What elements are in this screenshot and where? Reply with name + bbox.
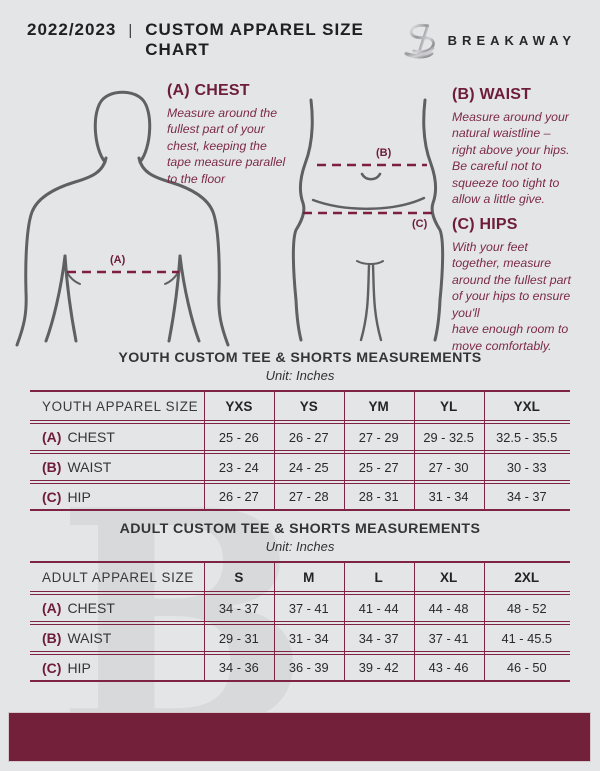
hips-line-marker: (C) — [412, 218, 428, 230]
size-value-cell: 32.5 - 35.5 — [496, 429, 558, 445]
measure-label: WAIST — [67, 459, 112, 475]
measure-label: HIP — [67, 659, 91, 676]
title-separator: | — [128, 22, 134, 39]
size-value-cell: 26 - 27 — [288, 429, 329, 445]
brand-logo: BREAKAWAY — [399, 22, 576, 59]
size-value-cell: 29 - 31 — [218, 630, 259, 646]
season-label: 2022/2023 — [27, 20, 117, 39]
adult-header-row: ADULT APPAREL SIZE S M L XL 2XL — [30, 561, 570, 592]
chest-line-marker: (A) — [110, 254, 126, 266]
size-header-cell: YXS — [225, 398, 253, 414]
measure-key: (A) — [42, 600, 62, 616]
size-value-cell: 37 - 41 — [288, 600, 329, 616]
size-header-cell: S — [234, 569, 244, 585]
breakaway-b-monogram-icon — [403, 23, 435, 58]
size-value-cell: 31 - 34 — [428, 489, 469, 504]
size-value-cell: 36 - 39 — [288, 660, 329, 675]
measure-label: CHEST — [67, 600, 115, 616]
youth-table-title: YOUTH CUSTOM TEE & SHORTS MEASUREMENTS — [118, 350, 482, 366]
adult-waist-row: (B) WAIST 29 - 31 31 - 34 34 - 37 37 - 41… — [30, 624, 570, 652]
size-value-cell: 25 - 26 — [218, 429, 259, 445]
size-value-cell: 26 - 27 — [218, 489, 259, 504]
size-value-cell: 23 - 24 — [218, 459, 259, 475]
adult-chest-row: (A) CHEST 34 - 37 37 - 41 41 - 44 44 - 48… — [30, 594, 570, 622]
waist-line-marker: (B) — [376, 147, 392, 159]
size-value-cell: 34 - 37 — [506, 489, 547, 504]
size-value-cell: 27 - 28 — [288, 489, 329, 504]
lower-body-figure — [291, 98, 445, 342]
measurement-guide: (A) (B) (C) (A) CHEST Measure around the… — [0, 62, 600, 354]
brand-name: BREAKAWAY — [447, 32, 576, 48]
size-header-cell: YL — [439, 398, 458, 414]
youth-waist-row: (B) WAIST 23 - 24 24 - 25 25 - 27 27 - 30… — [30, 453, 570, 481]
size-value-cell: 27 - 29 — [358, 429, 399, 445]
adult-size-table: ADULT APPAREL SIZE S M L XL 2XL (A) CHEST… — [30, 561, 570, 682]
hips-guide-heading: (C) HIPS — [452, 216, 518, 233]
measure-label: CHEST — [67, 429, 115, 445]
size-value-cell: 46 - 50 — [506, 660, 547, 675]
size-value-cell: 34 - 36 — [218, 660, 259, 675]
chest-guide-heading: (A) CHEST — [167, 82, 250, 99]
adult-hip-row: (C) HIP 34 - 36 36 - 39 39 - 42 43 - 46 4… — [30, 654, 570, 682]
measure-label-cell: (C) HIP — [30, 489, 204, 505]
measure-key: (C) — [42, 488, 62, 505]
measure-key: (B) — [42, 459, 62, 475]
size-header-cell: XL — [439, 569, 458, 585]
measure-label-cell: (B) WAIST — [30, 459, 204, 475]
measure-key: (A) — [42, 429, 62, 445]
size-value-cell: 39 - 42 — [358, 660, 399, 675]
size-value-cell: 34 - 37 — [218, 600, 259, 616]
youth-size-column-label: YOUTH APPAREL SIZE — [42, 398, 199, 414]
adult-table-section: ADULT CUSTOM TEE & SHORTS MEASUREMENTS U… — [30, 521, 570, 682]
size-value-cell: 48 - 52 — [506, 600, 547, 616]
size-header-cell: M — [303, 569, 315, 585]
size-value-cell: 44 - 48 — [428, 600, 469, 616]
waist-guide-heading: (B) WAIST — [452, 86, 532, 103]
waist-guide-text: Measure around your natural waistline – … — [452, 110, 570, 207]
size-value-cell: 34 - 37 — [358, 630, 399, 646]
page-header: 2022/2023 | CUSTOM APPAREL SIZE CHART — [0, 0, 600, 64]
header-title: 2022/2023 | CUSTOM APPAREL SIZE CHART — [27, 20, 399, 60]
size-header-cell: YM — [368, 398, 389, 414]
size-value-cell: 28 - 31 — [358, 489, 399, 504]
measure-key: (C) — [42, 659, 62, 676]
youth-size-table: YOUTH APPAREL SIZE YXS YS YM YL YXL (A) C… — [30, 390, 570, 511]
chest-guide-text: Measure around the fullest part of your … — [167, 106, 286, 186]
measure-label-cell: (A) CHEST — [30, 600, 204, 616]
youth-table-section: YOUTH CUSTOM TEE & SHORTS MEASUREMENTS U… — [30, 350, 570, 511]
youth-chest-row: (A) CHEST 25 - 26 26 - 27 27 - 29 29 - 32… — [30, 423, 570, 451]
size-value-cell: 27 - 30 — [428, 459, 469, 475]
size-header-cell: 2XL — [514, 569, 540, 585]
adult-table-unit: Unit: Inches — [265, 539, 335, 554]
size-header-cell: L — [374, 569, 383, 585]
adult-table-title: ADULT CUSTOM TEE & SHORTS MEASUREMENTS — [119, 521, 481, 537]
measure-label-cell: (A) CHEST — [30, 429, 204, 445]
body-silhouettes — [15, 90, 445, 347]
measure-label-cell: (C) HIP — [30, 660, 204, 676]
page-title: CUSTOM APPAREL SIZE CHART — [145, 20, 364, 59]
size-value-cell: 24 - 25 — [288, 459, 329, 475]
size-value-cell: 25 - 27 — [358, 459, 399, 475]
size-value-cell: 30 - 33 — [506, 459, 547, 475]
size-value-cell: 41 - 45.5 — [501, 630, 553, 646]
size-value-cell: 29 - 32.5 — [423, 429, 474, 445]
size-value-cell: 31 - 34 — [288, 630, 329, 646]
measure-label-cell: (B) WAIST — [30, 630, 204, 646]
measure-key: (B) — [42, 630, 62, 646]
youth-table-unit: Unit: Inches — [265, 368, 335, 383]
measure-label: HIP — [67, 488, 91, 505]
hips-guide-text: With your feet together, measure around … — [452, 240, 571, 353]
size-header-cell: YXL — [513, 398, 540, 414]
size-value-cell: 37 - 41 — [428, 630, 469, 646]
size-header-cell: YS — [299, 398, 318, 414]
youth-header-row: YOUTH APPAREL SIZE YXS YS YM YL YXL — [30, 390, 570, 421]
size-value-cell: 43 - 46 — [428, 660, 469, 675]
measure-lines — [67, 163, 438, 274]
adult-size-column-label: ADULT APPAREL SIZE — [42, 569, 195, 585]
measure-label: WAIST — [67, 630, 112, 646]
size-value-cell: 41 - 44 — [358, 600, 399, 616]
youth-hip-row: (C) HIP 26 - 27 27 - 28 28 - 31 31 - 34 3… — [30, 483, 570, 511]
footer-bar — [8, 712, 591, 762]
